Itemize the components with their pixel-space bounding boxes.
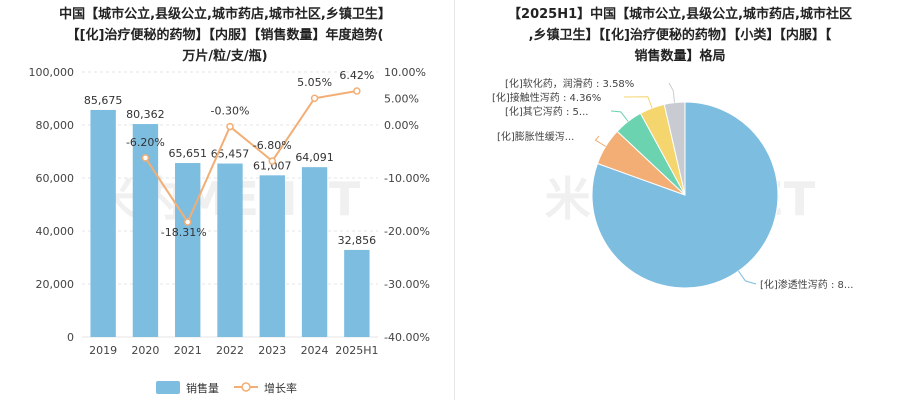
trend-title-line-2: 【[化]治疗便秘的药物】【内服】【销售数量】年度趋势(: [66, 28, 384, 43]
trend-chart-panel: 中国【城市公立,县级公立,城市药店,城市社区,乡镇卫生】 【[化]治疗便秘的药物…: [10, 4, 440, 395]
growth-value-label: -18.31%: [161, 226, 207, 239]
y-right-tick-label: 0.00%: [384, 119, 419, 132]
x-tick-label: 2025H1: [335, 344, 378, 357]
pie-chart-title: 【2025H1】中国【城市公立,县级公立,城市药店,城市社区 ,乡镇卫生】【[化…: [465, 4, 895, 67]
y-right-tick-label: -20.00%: [384, 225, 430, 238]
growth-value-label: 6.42%: [339, 69, 374, 82]
legend-bar-label: 销售量: [186, 381, 219, 395]
growth-point: [310, 94, 319, 102]
bar-2019: [90, 109, 116, 338]
y-right-tick-label: 5.00%: [384, 93, 419, 106]
pie-title-line-1: 【2025H1】中国【城市公立,县级公立,城市药店,城市社区: [508, 7, 852, 22]
growth-point: [353, 87, 361, 95]
growth-value-label: -0.30%: [211, 105, 250, 118]
bar-value-label: 64,091: [295, 151, 334, 164]
trend-chart-title: 中国【城市公立,县级公立,城市药店,城市社区,乡镇卫生】 【[化]治疗便秘的药物…: [10, 4, 440, 67]
bar-2023: [259, 175, 285, 337]
growth-point: [141, 154, 150, 162]
y-right-tick-label: 10.00%: [384, 66, 426, 79]
bar-value-label: 32,856: [338, 234, 377, 247]
bar-value-label: 65,457: [211, 148, 250, 161]
x-tick-label: 2021: [174, 344, 202, 357]
pie-leader-line: [668, 82, 676, 103]
bar-2022: [217, 163, 243, 337]
y-right-tick-label: -30.00%: [384, 278, 430, 291]
x-tick-label: 2020: [131, 344, 159, 357]
trend-title-line-3: 万片/粒/支/瓶): [182, 49, 268, 64]
legend-bar-swatch: [156, 381, 180, 394]
panel-divider: [454, 0, 455, 400]
bar-2025H1: [344, 249, 370, 337]
pie-slice-label: [化]软化药，润滑药 : 3.58%: [505, 77, 634, 90]
trend-chart: 米内MENET020,00040,00060,00080,000100,000-…: [29, 66, 430, 395]
x-tick-label: 2019: [89, 344, 117, 357]
pie-slice: [591, 101, 779, 289]
pie-leader-line: [623, 96, 653, 109]
pie-leader-line: [594, 135, 606, 147]
y-right-tick-label: -40.00%: [384, 331, 430, 344]
legend-line-marker: [241, 382, 251, 392]
pie-leader-line: [738, 270, 757, 285]
x-tick-label: 2024: [301, 344, 329, 357]
pie-title-line-3: 销售数量】格局: [634, 49, 726, 64]
y-left-tick-label: 20,000: [36, 278, 75, 291]
bar-2021: [175, 163, 201, 337]
growth-point: [183, 218, 192, 226]
pie-chart-panel: 【2025H1】中国【城市公立,县级公立,城市药店,城市社区 ,乡镇卫生】【[化…: [455, 0, 905, 400]
y-left-tick-label: 40,000: [36, 225, 75, 238]
growth-point: [268, 157, 277, 165]
bar-value-label: 85,675: [84, 94, 123, 107]
pie-slice: [663, 101, 686, 196]
bar-value-label: 61,007: [253, 159, 292, 172]
pie-slice-label: [化]膨胀性缓泻...: [497, 130, 574, 143]
growth-value-label: 5.05%: [297, 76, 332, 89]
growth-line: [144, 89, 358, 225]
pie-leader-line: [610, 110, 629, 122]
bar-value-label: 65,651: [168, 147, 207, 160]
growth-value-label: -6.20%: [126, 136, 165, 149]
pie-title-line-2: ,乡镇卫生】【[化]治疗便秘的药物】【小类】【内服】【: [528, 28, 832, 43]
x-tick-label: 2022: [216, 344, 244, 357]
bar-value-label: 80,362: [126, 108, 165, 121]
y-left-tick-label: 100,000: [29, 66, 75, 79]
y-left-tick-label: 0: [67, 331, 74, 344]
y-left-tick-label: 60,000: [36, 172, 75, 185]
y-right-tick-label: -10.00%: [384, 172, 430, 185]
growth-point: [226, 122, 234, 131]
bar-2024: [301, 167, 328, 337]
x-tick-label: 2023: [258, 344, 286, 357]
growth-value-label: -6.80%: [253, 139, 292, 152]
legend-line-label: 增长率: [264, 381, 297, 395]
y-left-tick-label: 80,000: [36, 119, 75, 132]
pie-slice-label: [化]其它泻药 : 5...: [505, 105, 588, 118]
pie-slice-label: [化]接触性泻药 : 4.36%: [492, 91, 601, 104]
pie-chart: 米内MENET[化]渗透性泻药 : 8...[化]膨胀性缓泻...[化]其它泻药…: [492, 77, 853, 291]
trend-title-line-1: 中国【城市公立,县级公立,城市药店,城市社区,乡镇卫生】: [59, 7, 391, 22]
pie-slice-label: [化]渗透性泻药 : 8...: [760, 278, 853, 291]
